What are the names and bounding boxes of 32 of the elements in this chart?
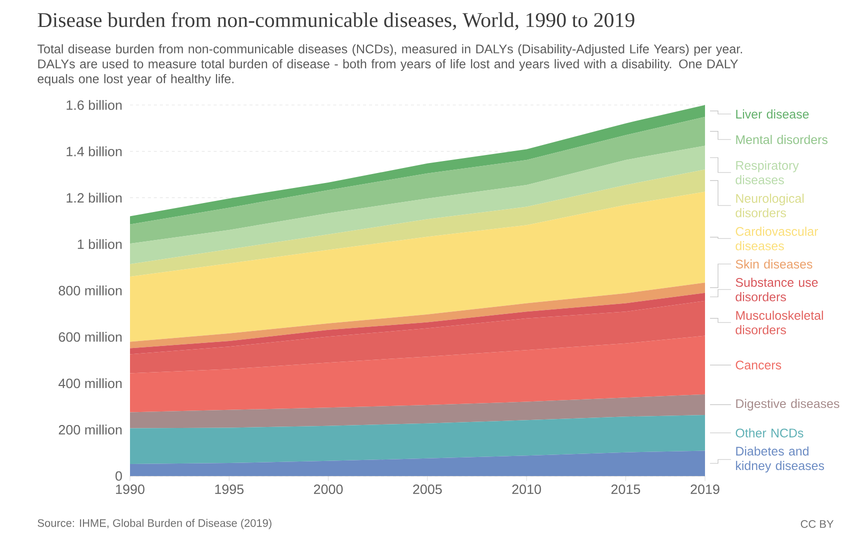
- x-tick-label: 2000: [314, 484, 343, 494]
- text: Digestive diseases: [736, 398, 840, 410]
- text: CC BY: [800, 520, 834, 528]
- text: Cancers: [736, 360, 782, 370]
- text: Other NCDs: [736, 428, 804, 438]
- text: Mental disorders: [736, 134, 828, 144]
- y-tick-label: 1.4 billion: [66, 146, 122, 156]
- text: Substance use disorders: [736, 278, 818, 302]
- text: Liver disease: [736, 109, 809, 119]
- y-tick-label: 800 million: [58, 286, 122, 296]
- x-tick-label: 2005: [413, 484, 442, 494]
- x-tick-label: 2015: [611, 484, 640, 494]
- text: Skin diseases: [736, 259, 812, 269]
- y-tick-label: 0: [116, 471, 122, 481]
- x-tick-label: 2019: [690, 484, 720, 494]
- y-tick-label: 600 million: [58, 332, 122, 342]
- text: Neurological disorders: [736, 194, 804, 218]
- text: Musculoskeletal disorders: [736, 310, 823, 334]
- x-tick-label: 1990: [116, 484, 144, 494]
- text: Cardiovascular diseases: [736, 226, 818, 250]
- chart-title: Disease burden from non-communicable diseases, World, 1990 to 2019: [38, 12, 634, 30]
- y-tick-label: 1.6 billion: [66, 100, 122, 110]
- x-tick-label: 1995: [215, 484, 244, 494]
- y-tick-label: 200 million: [58, 424, 122, 435]
- chart-subtitle: Total disease burden from non-communicable diseases (NCDs), measured in DALYs (Disability-Adjusted Life Years) per year. DALYs are used to measure total burden of disease - both from years of life lost and years lived with a disability. One DALY equals one lost year of healthy life.: [37, 44, 742, 86]
- y-tick-label: 400 million: [58, 378, 122, 388]
- x-tick-label: 2010: [512, 484, 541, 494]
- source-note: Source: IHME, Global Burden of Disease (2019): [38, 518, 272, 530]
- text: Respiratory diseases: [736, 160, 799, 184]
- text: Diabetes and kidney diseases: [736, 446, 824, 473]
- y-tick-label: 1.2 billion: [66, 192, 122, 203]
- y-tick-label: 1 billion: [78, 239, 122, 250]
